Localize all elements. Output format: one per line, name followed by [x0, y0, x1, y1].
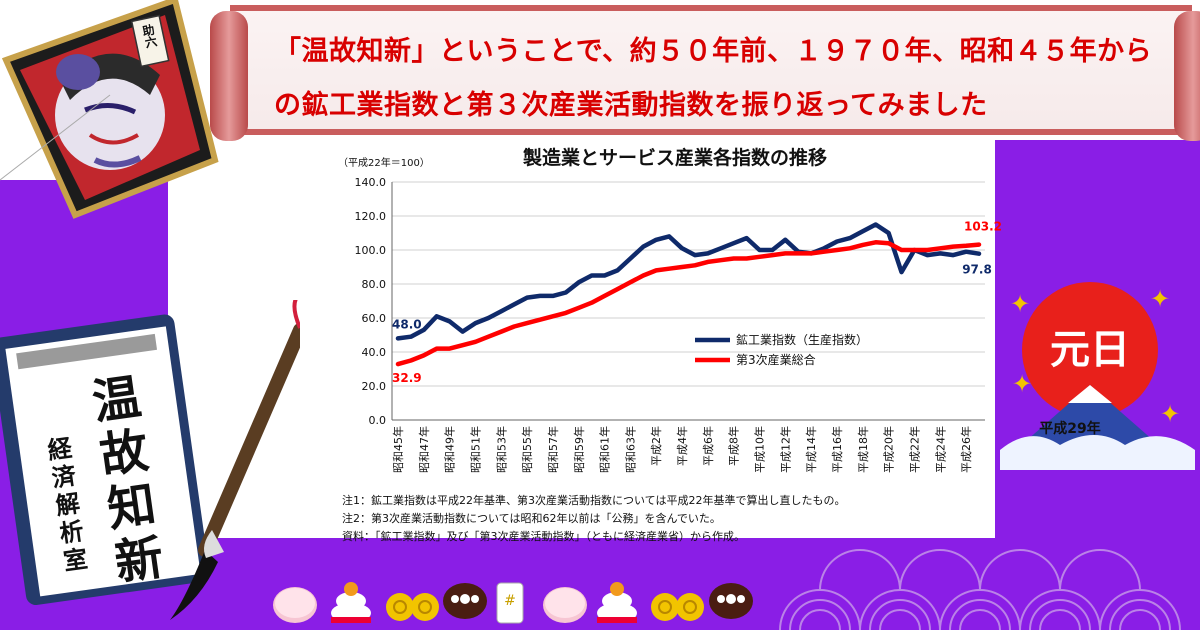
brush-illustration: [170, 300, 300, 620]
y-tick-label: 120.0: [355, 210, 387, 223]
sun-year: 平成29年: [1039, 420, 1100, 437]
svg-text:#: #: [504, 593, 516, 609]
y-tick-label: 100.0: [355, 244, 387, 257]
y-tick-label: 0.0: [369, 414, 387, 427]
data-label-start-mining: 48.0: [392, 317, 422, 331]
kagami-mochi-icon: [331, 582, 371, 623]
chart-notes: 注1：鉱工業指数は平成22年基準、第3次産業活動指数については平成22年基準で算…: [342, 492, 845, 546]
x-tick-label: 昭和47年: [417, 426, 431, 473]
kabuki-kite-illustration: 助六: [0, 0, 219, 219]
series-line-tertiary-industry: [395, 240, 982, 367]
sun-label: 元日: [1050, 327, 1130, 373]
x-tick-label: 平成4年: [675, 426, 689, 466]
x-tick-label: 平成20年: [882, 426, 896, 473]
x-tick-label: 昭和45年: [391, 426, 405, 473]
seigaiha-wave-pattern: [779, 549, 1181, 630]
x-tick-label: 平成2年: [649, 426, 663, 466]
sparkle-icon: ✦: [1150, 285, 1171, 313]
book-illustration: 温故知新 経済解析室: [0, 300, 300, 620]
x-tick-label: 昭和51年: [468, 426, 482, 473]
x-tick-label: 平成26年: [959, 426, 973, 473]
sparkle-icon: ✦: [1160, 400, 1181, 428]
headline-line-1: 「温故知新」ということで、約５０年前、１９７０年、昭和４５年から: [274, 36, 1153, 67]
x-tick-label: 昭和57年: [546, 426, 560, 473]
x-tick-label: 昭和59年: [572, 426, 586, 473]
data-label-end-tertiary: 103.2: [964, 220, 1002, 234]
chart-unit-note: （平成22年＝100）: [338, 156, 430, 169]
x-tick-label: 平成12年: [778, 426, 792, 473]
chart-title: 製造業とサービス産業各指数の推移: [522, 146, 827, 169]
headline-scroll: 「温故知新」ということで、約５０年前、１９７０年、昭和４５年から の鉱工業指数と…: [210, 5, 1200, 141]
legend-label: 第3次産業総合: [736, 352, 816, 367]
scroll-roll-right: [1174, 11, 1200, 141]
x-tick-label: 昭和49年: [443, 426, 457, 473]
y-tick-label: 20.0: [362, 380, 387, 393]
y-tick-label: 140.0: [355, 176, 387, 189]
note-1: 注1：鉱工業指数は平成22年基準、第3次産業活動指数については平成22年基準で算…: [342, 494, 846, 507]
new-year-sun-illustration: 元日 平成29年: [1000, 282, 1195, 470]
kagami-mochi-icon: [597, 582, 637, 623]
chart-legend: 鉱工業指数（生産指数） 第3次産業総合: [695, 332, 868, 367]
sparkle-icon: ✦: [1010, 290, 1031, 318]
x-tick-label: 平成14年: [804, 426, 818, 473]
data-label-end-mining: 97.8: [962, 263, 992, 277]
x-tick-label: 平成24年: [933, 426, 947, 473]
y-tick-label: 40.0: [362, 346, 387, 359]
note-3: 資料：「鉱工業指数」及び「第3次産業活動指数」（ともに経済産業省）から作成。: [342, 530, 745, 543]
mochi-icon: [543, 587, 587, 623]
x-tick-label: 昭和53年: [494, 426, 508, 473]
x-tick-label: 平成18年: [856, 426, 870, 473]
ema-icon: #: [496, 582, 524, 624]
x-tick-label: 平成22年: [907, 426, 921, 473]
x-tick-label: 平成10年: [753, 426, 767, 473]
legend-label: 鉱工業指数（生産指数）: [736, 332, 868, 347]
x-tick-label: 平成8年: [727, 426, 741, 466]
data-label-start-tertiary: 32.9: [392, 371, 422, 385]
x-tick-label: 平成6年: [701, 426, 715, 466]
datemaki-icon: [651, 593, 704, 621]
y-tick-label: 80.0: [362, 278, 387, 291]
x-tick-label: 平成16年: [830, 426, 844, 473]
headline: 「温故知新」ということで、約５０年前、１９７０年、昭和４５年から の鉱工業指数と…: [274, 25, 1174, 133]
zenzai-bowl-icon: [709, 583, 753, 619]
kite-sign-text: 助六: [140, 21, 159, 49]
series-line-mining-manufacturing: [395, 222, 982, 341]
sparkle-icon: ✦: [1012, 370, 1033, 398]
datemaki-icon: [386, 593, 439, 621]
headline-line-2: の鉱工業指数と第３次産業活動指数を振り返ってみました: [274, 90, 988, 121]
x-tick-label: 昭和63年: [623, 426, 637, 473]
x-tick-label: 昭和55年: [520, 426, 534, 473]
scroll-roll-left: [210, 11, 248, 141]
zenzai-bowl-icon: [443, 583, 487, 619]
note-2: 注2：第3次産業活動指数については昭和62年以前は「公務」を含んでいた。: [342, 512, 721, 525]
new-year-food-decorations: #: [273, 582, 753, 624]
chart-panel: [168, 138, 995, 538]
y-tick-label: 60.0: [362, 312, 387, 325]
x-tick-label: 昭和61年: [598, 426, 612, 473]
line-chart: 製造業とサービス産業各指数の推移 （平成22年＝100） 0.0 20.0 40.0…: [338, 146, 1002, 473]
mochi-icon: [273, 587, 317, 623]
